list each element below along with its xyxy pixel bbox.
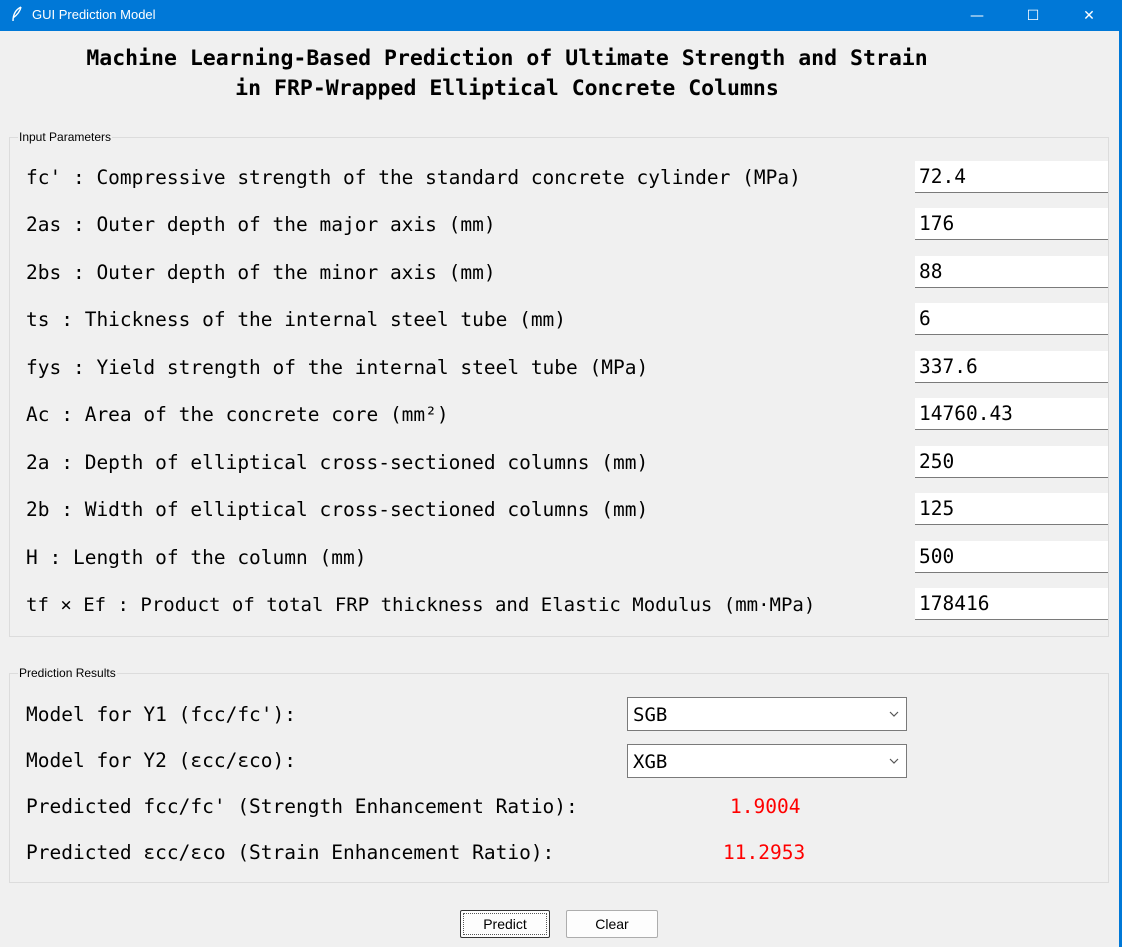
param-label-fys: fys : Yield strength of the internal ste… — [26, 356, 649, 379]
page-title-line2: in FRP-Wrapped Elliptical Concrete Colum… — [235, 76, 779, 101]
model-y2-selected-value: XGB — [633, 751, 668, 773]
chevron-down-icon — [888, 707, 900, 719]
window-border — [1119, 31, 1122, 947]
param-label-ts: ts : Thickness of the internal steel tub… — [26, 308, 567, 331]
param-input-h[interactable] — [915, 541, 1108, 573]
chevron-down-icon — [888, 754, 900, 766]
param-input-2a[interactable] — [915, 446, 1108, 478]
minimize-button[interactable]: — — [954, 0, 1000, 31]
window-title: GUI Prediction Model — [32, 7, 156, 22]
strain-ratio-label: Predicted εcc/εco (Strain Enhancement Ra… — [26, 841, 555, 864]
maximize-icon: ☐ — [1026, 7, 1040, 24]
clear-button[interactable]: Clear — [566, 910, 658, 938]
param-input-ac[interactable] — [915, 398, 1108, 430]
feather-icon — [9, 6, 25, 24]
minimize-icon: — — [970, 7, 984, 24]
input-parameters-legend: Input Parameters — [18, 130, 113, 144]
param-label-fc: fc' : Compressive strength of the standa… — [26, 166, 801, 189]
strain-ratio-value: 11.2953 — [723, 841, 806, 864]
window-titlebar: GUI Prediction Model — ☐ ✕ — [0, 0, 1122, 31]
param-input-2bs[interactable] — [915, 256, 1108, 288]
param-input-tf-ef[interactable] — [915, 588, 1108, 620]
param-input-fys[interactable] — [915, 351, 1108, 383]
model-y2-label: Model for Y2 (εcc/εco): — [26, 749, 297, 772]
prediction-results-legend: Prediction Results — [18, 666, 117, 680]
prediction-results-group — [9, 673, 1109, 883]
close-icon: ✕ — [1083, 7, 1095, 24]
param-input-2b[interactable] — [915, 493, 1108, 525]
strength-ratio-value: 1.9004 — [730, 795, 801, 818]
model-y1-select[interactable]: SGB — [627, 697, 907, 731]
close-button[interactable]: ✕ — [1066, 0, 1112, 31]
param-input-2as[interactable] — [915, 208, 1108, 240]
param-label-2b: 2b : Width of elliptical cross-sectioned… — [26, 498, 649, 521]
param-label-tf-ef: tf × Ef : Product of total FRP thickness… — [26, 594, 816, 616]
model-y1-selected-value: SGB — [633, 704, 668, 726]
strength-ratio-label: Predicted fcc/fc' (Strength Enhancement … — [26, 795, 578, 818]
page-title: Machine Learning-Based Prediction of Ult… — [12, 44, 1002, 104]
input-parameters-group — [9, 137, 1109, 637]
param-label-2as: 2as : Outer depth of the major axis (mm) — [26, 213, 496, 236]
param-label-2bs: 2bs : Outer depth of the minor axis (mm) — [26, 261, 496, 284]
page-title-line1: Machine Learning-Based Prediction of Ult… — [86, 46, 928, 71]
model-y1-label: Model for Y1 (fcc/fc'): — [26, 703, 297, 726]
param-label-ac: Ac : Area of the concrete core (mm²) — [26, 403, 449, 426]
param-input-fc[interactable] — [915, 161, 1108, 193]
predict-button[interactable]: Predict — [460, 910, 550, 938]
model-y2-select[interactable]: XGB — [627, 744, 907, 778]
param-label-2a: 2a : Depth of elliptical cross-sectioned… — [26, 451, 649, 474]
maximize-button[interactable]: ☐ — [1010, 0, 1056, 31]
param-label-h: H : Length of the column (mm) — [26, 546, 367, 569]
param-input-ts[interactable] — [915, 303, 1108, 335]
